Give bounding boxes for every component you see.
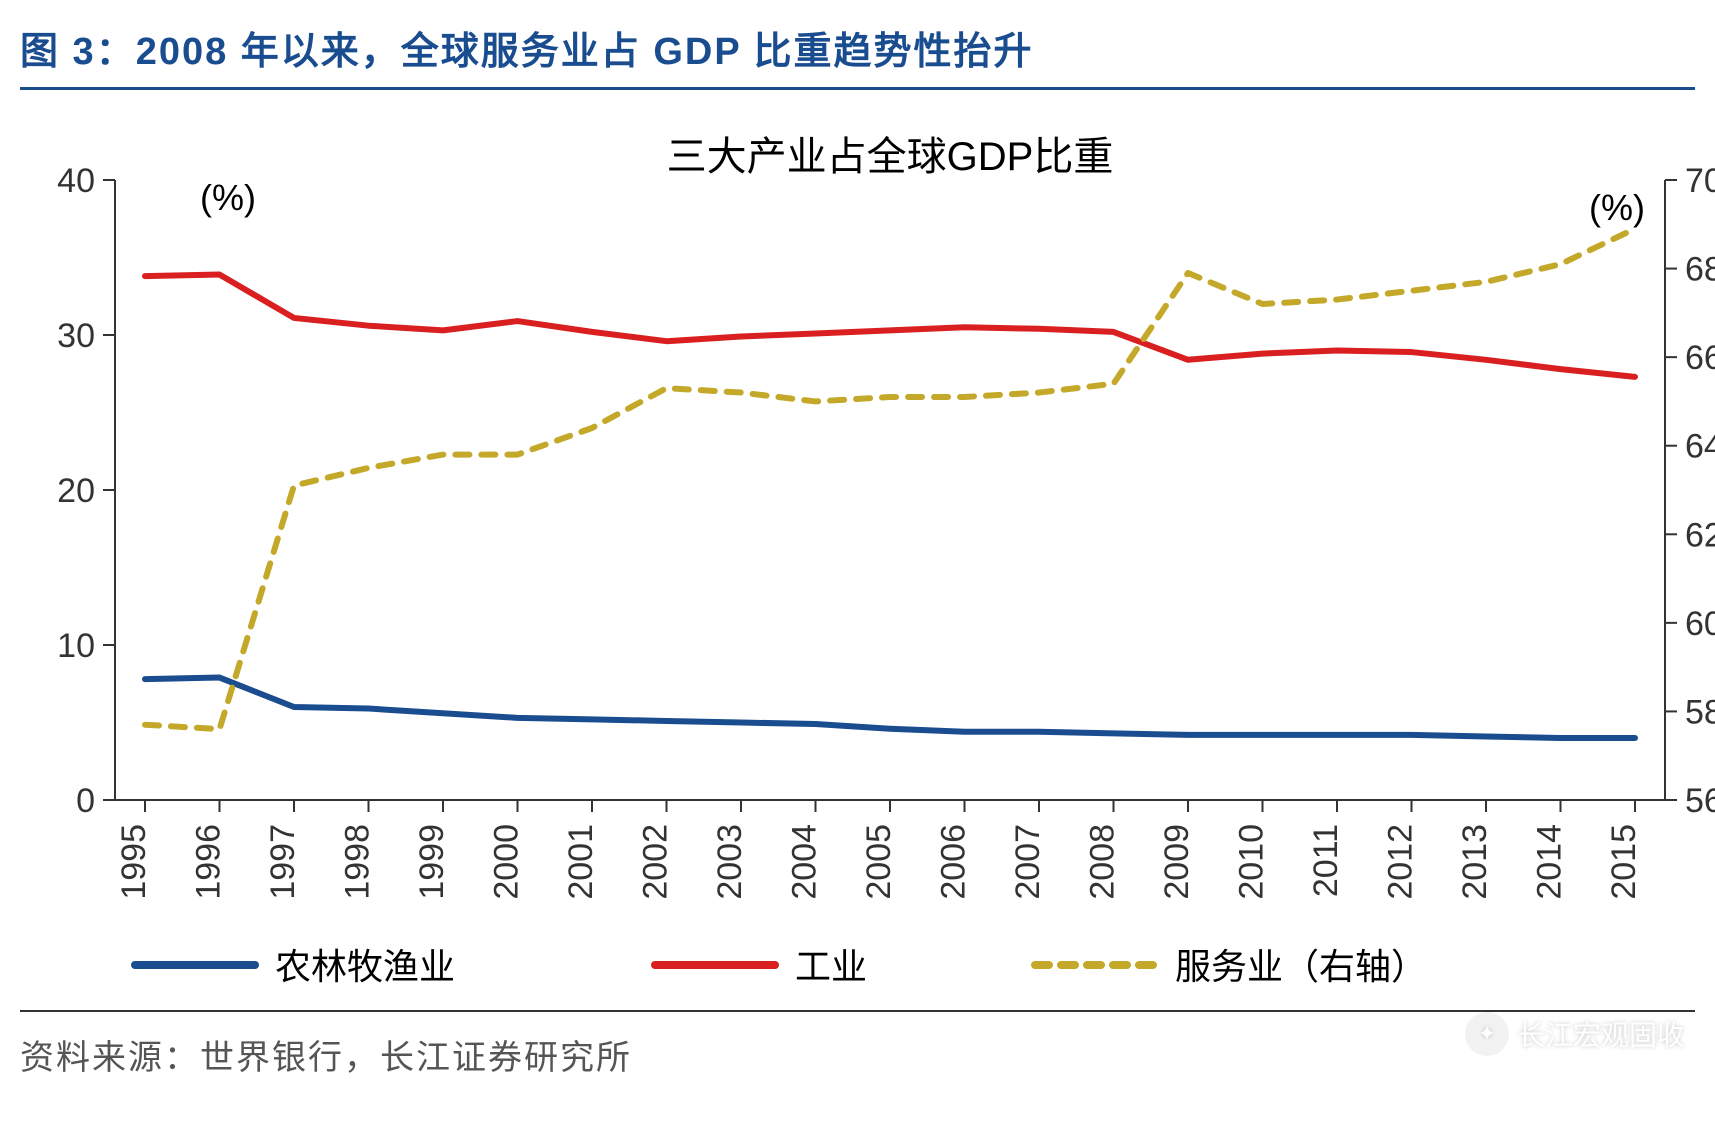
watermark: ✦ 长江宏观固收 [1465, 1012, 1685, 1056]
figure-container: 图 3：2008 年以来，全球服务业占 GDP 比重趋势性抬升 三大产业占全球G… [20, 20, 1695, 1111]
x-tick-label: 2002 [637, 824, 675, 900]
x-tick-label: 2001 [562, 824, 600, 900]
left-tick-label: 30 [57, 317, 95, 355]
series-line [145, 229, 1635, 729]
x-tick-label: 1997 [264, 824, 302, 900]
x-tick-label: 2004 [786, 824, 824, 900]
x-tick-label: 2005 [860, 824, 898, 900]
legend-label: 工业 [795, 946, 867, 987]
legend-label: 服务业（右轴） [1175, 946, 1427, 987]
x-tick-label: 2008 [1084, 824, 1122, 900]
x-tick-label: 2009 [1158, 824, 1196, 900]
right-tick-label: 58 [1685, 693, 1715, 731]
right-tick-label: 70 [1685, 162, 1715, 200]
x-tick-label: 2011 [1307, 824, 1345, 897]
x-tick-label: 2006 [935, 824, 973, 900]
chart-area: 三大产业占全球GDP比重(%)(%)0102030405658606264666… [20, 120, 1695, 1012]
left-unit-label: (%) [200, 177, 256, 218]
chart-svg: 三大产业占全球GDP比重 (%) (%) 0 10 20 30 40 56 58 60 62 64 66 6… [20, 120, 1715, 1010]
legend: 农林牧渔业 工业 服务业（右轴） [135, 946, 1427, 987]
x-tick-label: 2012 [1382, 824, 1420, 900]
right-tick-label: 60 [1685, 605, 1715, 643]
chart-title: 三大产业占全球GDP比重 [667, 135, 1114, 179]
right-tick-label: 68 [1685, 251, 1715, 289]
x-tick-label: 2007 [1009, 824, 1047, 900]
right-tick-label: 66 [1685, 339, 1715, 377]
x-tick-label: 2000 [488, 824, 526, 900]
figure-title: 图 3：2008 年以来，全球服务业占 GDP 比重趋势性抬升 [20, 20, 1695, 90]
x-tick-label: 1998 [339, 824, 377, 900]
x-tick-label: 1999 [413, 824, 451, 900]
watermark-text: 长江宏观固收 [1517, 1014, 1685, 1054]
x-tick-label: 2013 [1456, 824, 1494, 900]
series-line [145, 678, 1635, 738]
legend-label: 农林牧渔业 [275, 946, 455, 987]
wechat-icon: ✦ [1465, 1012, 1509, 1056]
right-tick-label: 56 [1685, 782, 1715, 820]
x-tick-label: 1996 [190, 824, 228, 900]
right-tick-label: 62 [1685, 516, 1715, 554]
x-tick-label: 2010 [1233, 824, 1271, 900]
x-tick-label: 1995 [115, 824, 153, 900]
right-unit-label: (%) [1589, 187, 1645, 228]
left-tick-label: 0 [76, 782, 95, 820]
left-tick-label: 20 [57, 472, 95, 510]
x-tick-label: 2015 [1605, 824, 1643, 900]
left-tick-label: 40 [57, 162, 95, 200]
x-tick-label: 2003 [711, 824, 749, 900]
source-line: 资料来源：世界银行，长江证券研究所 [20, 1030, 1695, 1079]
left-tick-label: 10 [57, 627, 95, 665]
x-tick-label: 2014 [1531, 824, 1569, 900]
right-tick-label: 64 [1685, 428, 1715, 466]
